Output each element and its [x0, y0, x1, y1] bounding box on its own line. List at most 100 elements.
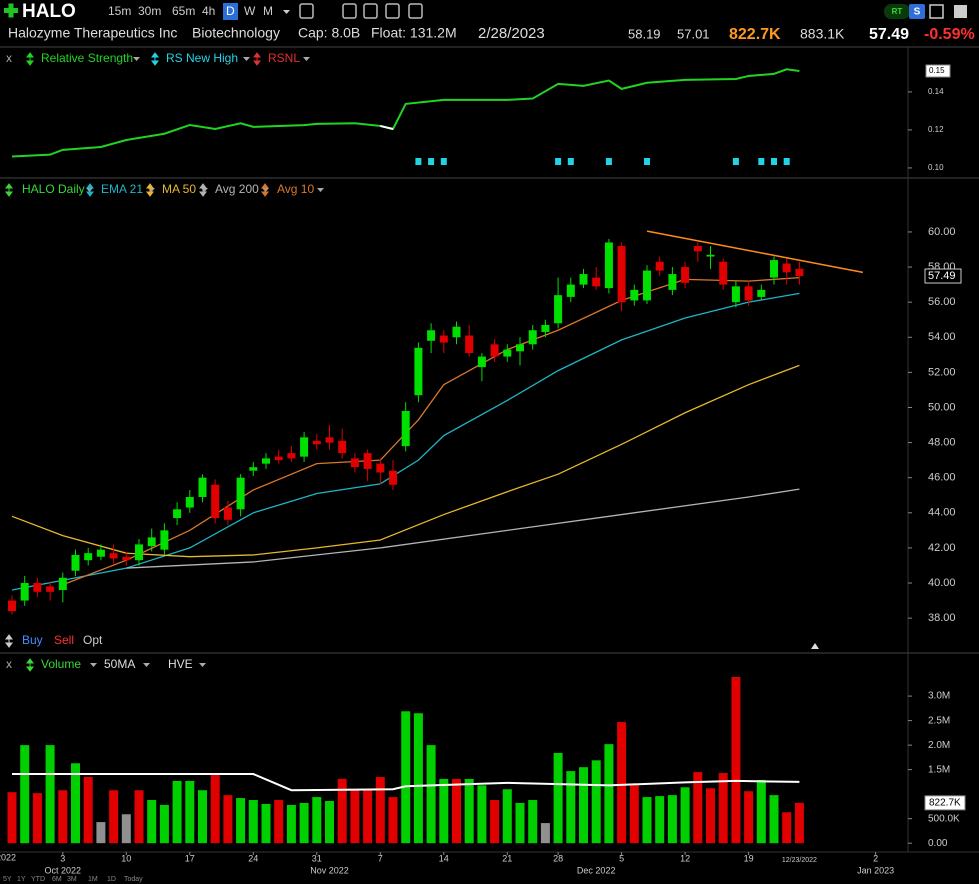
industry: Biotechnology — [192, 25, 280, 41]
badge-bg[interactable] — [909, 4, 925, 19]
dropdown-arrow[interactable] — [303, 57, 310, 61]
range-button[interactable]: YTD — [31, 876, 45, 883]
move-icon[interactable] — [26, 658, 34, 672]
move-icon[interactable] — [261, 183, 269, 197]
timeframe-button[interactable]: 15m — [108, 4, 131, 18]
tool-icon[interactable] — [363, 3, 378, 19]
legend-entry[interactable]: HVE — [168, 657, 193, 671]
x-tick-label: 3 — [60, 853, 65, 863]
symbol[interactable]: HALO — [22, 1, 76, 22]
dropdown-arrow[interactable] — [199, 663, 206, 667]
move-icon[interactable] — [253, 52, 261, 66]
order-button[interactable]: Sell — [54, 633, 74, 647]
volume-bar — [452, 778, 461, 844]
volume-bar — [83, 776, 93, 844]
rs-new-high-marker — [783, 158, 790, 165]
volume-bar — [629, 785, 639, 844]
legend-entry[interactable]: Volume — [41, 657, 81, 671]
x-tick-label: 7 — [378, 853, 383, 863]
volume-bar — [756, 779, 766, 844]
move-icon[interactable] — [5, 634, 13, 648]
candle-body — [325, 437, 334, 443]
close-button[interactable]: x — [6, 657, 12, 671]
close-button[interactable]: x — [6, 51, 12, 65]
move-icon[interactable] — [86, 183, 94, 197]
order-button[interactable]: Buy — [22, 633, 43, 647]
y-tick-label: 46.00 — [928, 472, 956, 484]
move-icon[interactable] — [199, 183, 207, 197]
high: 58.19 — [628, 26, 661, 41]
active-timeframe-bg[interactable] — [223, 3, 238, 20]
legend-entry[interactable]: Avg 10 — [277, 182, 314, 196]
current-value-label: 0.15 — [929, 66, 945, 75]
timeframe-button[interactable]: W — [244, 4, 256, 18]
legend-entry[interactable]: MA 50 — [162, 182, 196, 196]
badge-bg[interactable] — [884, 4, 910, 19]
range-button[interactable]: 3M — [67, 876, 77, 883]
tool-icon[interactable] — [299, 3, 314, 19]
volume-bar — [642, 797, 652, 844]
timeframe-button[interactable]: 30m — [138, 4, 161, 18]
candle-body — [109, 553, 118, 559]
volume-bar — [45, 745, 55, 844]
move-icon[interactable] — [151, 52, 159, 66]
move-icon[interactable] — [5, 183, 13, 197]
legend-entry[interactable]: RSNL — [268, 51, 300, 65]
plus-icon[interactable] — [4, 3, 18, 18]
tool-icon[interactable] — [385, 3, 400, 19]
dropdown-arrow[interactable] — [283, 10, 290, 14]
tool-icon[interactable] — [408, 3, 423, 19]
legend-entry[interactable]: 50MA — [104, 657, 135, 671]
current-value-box — [925, 64, 951, 78]
x-tick-label: 5 — [619, 853, 624, 863]
move-icon[interactable] — [26, 52, 34, 66]
volume-bar — [159, 804, 169, 844]
cursor-date-box — [779, 855, 820, 865]
x-tick-label: 17 — [185, 853, 195, 863]
volume-bar — [794, 802, 804, 844]
range-button[interactable]: Today — [124, 876, 143, 883]
volume-bar — [198, 790, 207, 844]
legend-entry[interactable]: Relative Strength — [41, 51, 133, 65]
market-cap: Cap: 8.0B — [298, 25, 360, 41]
order-button[interactable]: Opt — [83, 633, 103, 647]
timeframe-button[interactable]: M — [263, 4, 273, 18]
candle-body — [20, 583, 29, 601]
candle-body — [770, 260, 778, 278]
candle-body — [312, 440, 321, 445]
legend-entry[interactable]: RS New High — [166, 51, 238, 65]
dropdown-arrow[interactable] — [133, 57, 140, 61]
scroll-arrow[interactable] — [811, 643, 819, 649]
volume-bar — [210, 775, 220, 844]
legend-entry[interactable]: Avg 200 — [215, 182, 259, 196]
timeframe-button[interactable]: D — [226, 4, 235, 18]
tool-icon[interactable] — [342, 3, 357, 19]
range-button[interactable]: 1D — [107, 876, 116, 883]
tool-icon[interactable] — [954, 5, 967, 18]
rs-line-highlight — [380, 124, 394, 130]
timeframe-button[interactable]: 65m — [172, 4, 195, 18]
year-label: 2022 — [0, 852, 16, 862]
volume-bar — [515, 802, 525, 844]
candle-body — [8, 600, 16, 612]
candle-body — [84, 553, 93, 561]
timeframe-button[interactable]: 4h — [202, 4, 215, 18]
range-button[interactable]: 6M — [52, 876, 62, 883]
candle-body — [566, 284, 575, 297]
legend-entry[interactable]: EMA 21 — [101, 182, 143, 196]
dropdown-arrow[interactable] — [90, 663, 97, 667]
dropdown-arrow[interactable] — [317, 188, 324, 192]
range-button[interactable]: 1Y — [17, 876, 26, 883]
move-icon[interactable] — [146, 183, 154, 197]
badge[interactable]: RT — [892, 7, 903, 16]
range-button[interactable]: 5Y — [3, 876, 12, 883]
dropdown-arrow[interactable] — [243, 57, 250, 61]
rs-new-high-marker — [428, 158, 435, 165]
rs-new-high-marker — [771, 158, 777, 165]
change: -0.59% — [924, 26, 975, 43]
tool-icon[interactable] — [929, 4, 944, 19]
dropdown-arrow[interactable] — [143, 663, 150, 667]
range-button[interactable]: 1M — [88, 876, 98, 883]
cursor-date: 12/23/2022 — [782, 857, 817, 864]
badge[interactable]: S — [914, 7, 921, 18]
